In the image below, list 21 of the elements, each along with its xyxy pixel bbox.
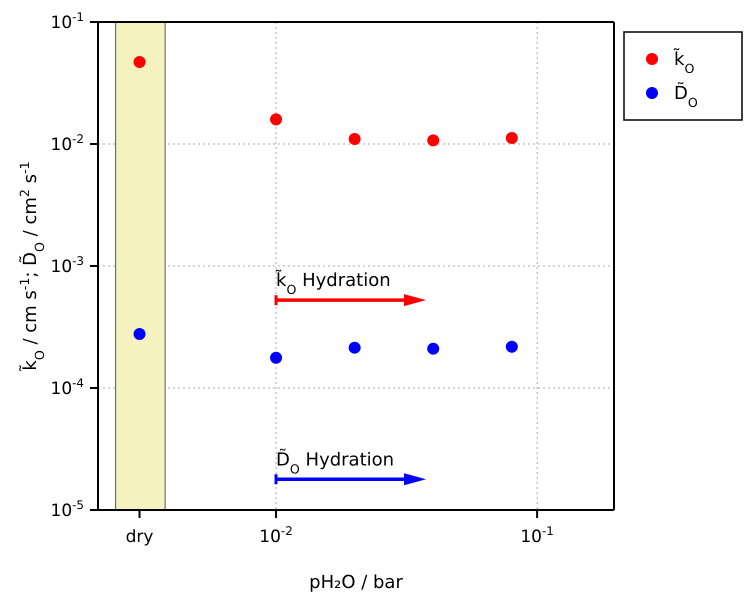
point xyxy=(270,113,282,126)
legend-label: k̃$_{O}$ xyxy=(672,48,694,76)
x-tick-label: 10$^{-2}$ xyxy=(259,524,293,547)
y-tick-label: 10$^{-2}$ xyxy=(50,132,84,155)
point xyxy=(348,132,361,145)
point xyxy=(348,342,361,354)
y-tick-label: 10$^{-5}$ xyxy=(50,498,84,521)
point xyxy=(506,132,518,144)
y-tick-label: 10$^{-4}$ xyxy=(50,376,84,399)
x-tick-label: 10$^{-1}$ xyxy=(520,524,554,547)
point xyxy=(506,340,518,353)
x-tick-label: dry xyxy=(126,527,154,547)
point xyxy=(427,342,440,355)
y-tick-label: 10$^{-1}$ xyxy=(50,10,84,33)
annotation: D̃$_{O}$ Hydration xyxy=(276,448,394,476)
y-tick-label: 10$^{-3}$ xyxy=(50,254,84,277)
point xyxy=(427,134,440,146)
legend-label: D̃$_{O}$ xyxy=(674,82,698,110)
annotation: k̃$_{O}$ Hydration xyxy=(274,268,391,297)
x-axis-title: pH₂O / bar xyxy=(309,572,404,593)
point xyxy=(270,352,282,364)
